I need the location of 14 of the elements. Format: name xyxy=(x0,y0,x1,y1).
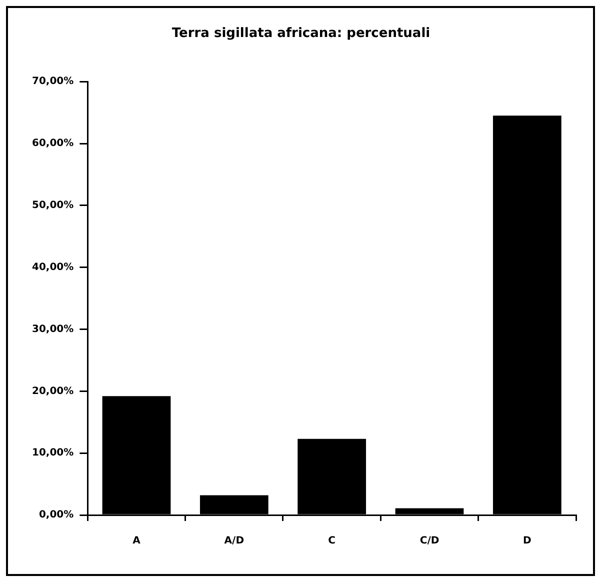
y-tick-label: 40,00% xyxy=(32,262,74,273)
x-tick-label: A/D xyxy=(224,536,244,547)
y-tick-label: 0,00% xyxy=(38,510,74,521)
chart-title: Terra sigillata africana: percentuali xyxy=(172,26,430,42)
y-tick-label: 50,00% xyxy=(32,200,74,212)
y-tick-label: 10,00% xyxy=(32,448,74,459)
y-tick-label: 70,00% xyxy=(32,76,74,88)
x-tick-label: D xyxy=(523,536,532,547)
y-tick-label: 20,00% xyxy=(32,386,74,397)
y-tick-label: 30,00% xyxy=(32,324,74,335)
y-tick-label: 60,00% xyxy=(32,138,74,150)
x-tick-label: C/D xyxy=(420,536,440,547)
x-tick-label: C xyxy=(328,536,336,547)
x-tick-label: A xyxy=(132,536,141,547)
